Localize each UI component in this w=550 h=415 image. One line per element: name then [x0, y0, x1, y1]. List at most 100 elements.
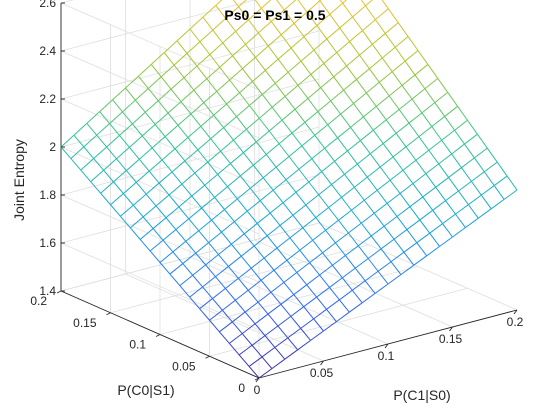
mesh-line: [221, 221, 235, 233]
mesh-line: [206, 66, 221, 80]
mesh-line: [243, 152, 254, 166]
mesh-line: [324, 147, 335, 162]
mesh-line: [280, 34, 292, 49]
mesh-line: [319, 274, 330, 288]
mesh-line: [139, 239, 151, 252]
x-tick-label: 0.2: [507, 315, 524, 329]
mesh-line: [359, 54, 370, 70]
mesh-line: [339, 16, 353, 29]
mesh-line: [402, 169, 414, 184]
tick-labels: 00.050.10.150.200.050.10.150.21.41.61.82…: [30, 0, 523, 397]
mesh-line: [305, 194, 320, 206]
mesh-line: [183, 77, 195, 91]
mesh-line: [280, 23, 295, 36]
mesh-line: [122, 111, 133, 125]
mesh-line: [154, 124, 166, 137]
mesh-line: [224, 209, 235, 222]
grid-line: [110, 244, 369, 314]
mesh-line: [345, 255, 356, 269]
mesh-line: [122, 99, 136, 113]
mesh-line: [351, 209, 362, 224]
mesh-line: [361, 292, 376, 304]
mesh-line: [100, 192, 111, 206]
mesh-line: [362, 30, 373, 45]
mesh-line: [196, 54, 211, 67]
mesh-line: [447, 92, 459, 107]
mesh-line: [209, 42, 224, 55]
mesh-line: [222, 42, 233, 57]
mesh-line: [370, 235, 382, 250]
mesh-line: [252, 81, 263, 95]
mesh-line: [298, 168, 310, 183]
mesh-line: [365, 92, 377, 107]
mesh-line: [406, 229, 418, 243]
mesh-line: [237, 278, 249, 291]
mesh-line: [336, 41, 350, 53]
mesh-line: [264, 325, 279, 337]
mesh-line: [174, 148, 186, 162]
mesh-line: [103, 169, 114, 183]
mesh-line: [204, 184, 215, 198]
mesh-line: [234, 299, 246, 313]
mesh-line: [375, 8, 389, 20]
mesh-line: [353, 103, 364, 118]
mesh-line: [271, 358, 286, 370]
mesh-line: [279, 214, 294, 226]
mesh-line: [233, 139, 244, 153]
mesh-line: [280, 294, 295, 305]
mesh-line: [203, 90, 218, 104]
mesh-line: [213, 103, 227, 116]
mesh-line: [490, 198, 505, 210]
mesh-line: [297, 339, 311, 351]
mesh-line: [163, 40, 178, 53]
mesh-line: [178, 206, 190, 220]
grid-line: [60, 30, 320, 100]
mesh-line: [152, 228, 164, 241]
mesh-line: [329, 277, 343, 288]
mesh-line: [112, 87, 126, 101]
mesh-line: [369, 153, 381, 168]
mesh-line: [350, 127, 361, 141]
mesh-line: [287, 337, 299, 351]
mesh-line: [293, 11, 308, 24]
mesh-line: [329, 14, 341, 29]
mesh-line: [330, 89, 344, 102]
mesh-line: [468, 194, 482, 206]
mesh-line: [330, 100, 342, 115]
mesh-line: [123, 193, 134, 206]
mesh-line: [244, 311, 256, 325]
mesh-line: [352, 5, 366, 18]
mesh-line: [276, 237, 291, 249]
mesh-line: [273, 269, 285, 283]
mesh-line: [150, 64, 162, 78]
mesh-line: [211, 219, 222, 233]
mesh-line: [60, 134, 75, 148]
mesh-line: [274, 337, 289, 348]
mesh-line: [414, 64, 429, 76]
mesh-line: [161, 159, 173, 173]
mesh-line: [265, 154, 277, 168]
mesh-line: [455, 204, 469, 215]
mesh-line: [334, 160, 345, 175]
mesh-line: [384, 22, 399, 34]
grid-line: [60, 146, 260, 235]
z-tick-label: 1.4: [39, 284, 56, 298]
mesh-line: [184, 149, 199, 162]
mesh-line: [303, 296, 317, 308]
mesh-line: [120, 215, 131, 229]
mesh-line: [316, 25, 328, 40]
mesh-line: [284, 96, 296, 110]
mesh-line: [247, 279, 262, 291]
mesh-line: [299, 239, 314, 251]
mesh-line: [366, 176, 378, 191]
mesh-line: [181, 172, 196, 185]
mesh-line: [138, 158, 150, 172]
mesh-line: [421, 102, 436, 114]
mesh-line: [343, 79, 357, 91]
mesh-line: [342, 0, 348, 4]
mesh-line: [180, 101, 192, 115]
mesh-line: [254, 323, 266, 336]
mesh-line: [263, 247, 278, 259]
mesh-line: [300, 49, 315, 62]
mesh-line: [318, 0, 321, 2]
